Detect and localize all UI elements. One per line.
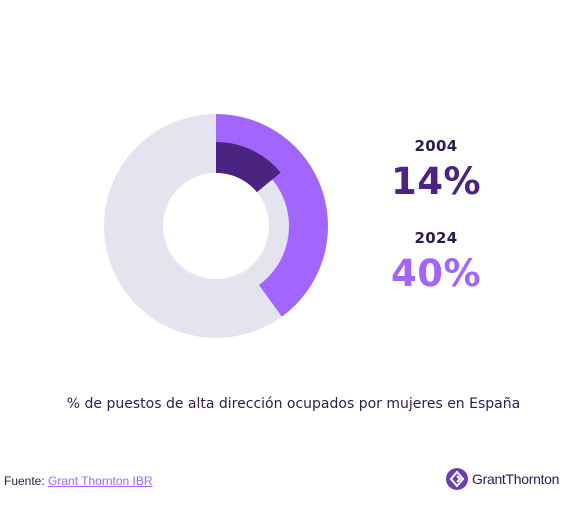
- chart-caption: % de puestos de alta dirección ocupados …: [66, 396, 521, 412]
- donut-hole: [163, 173, 269, 279]
- donut-chart: [103, 114, 329, 338]
- grant-thornton-logo-icon: [446, 468, 468, 490]
- brand-name: GrantThornton: [472, 471, 560, 487]
- stat-year-2024: 2024: [414, 229, 458, 247]
- brand-logo: GrantThornton: [446, 468, 559, 490]
- source-link[interactable]: Grant Thornton IBR: [48, 474, 153, 488]
- source-prefix: Fuente:: [4, 474, 49, 488]
- source-note: Fuente: Grant Thornton IBR: [4, 474, 153, 488]
- donut-layer: [103, 114, 329, 338]
- stat-year-2004: 2004: [414, 137, 458, 155]
- donut-slice-2024: [216, 114, 329, 317]
- stat-value-2024: 40%: [390, 252, 482, 295]
- donut-slice-2004: [216, 142, 281, 193]
- stat-value-2004: 14%: [390, 160, 482, 203]
